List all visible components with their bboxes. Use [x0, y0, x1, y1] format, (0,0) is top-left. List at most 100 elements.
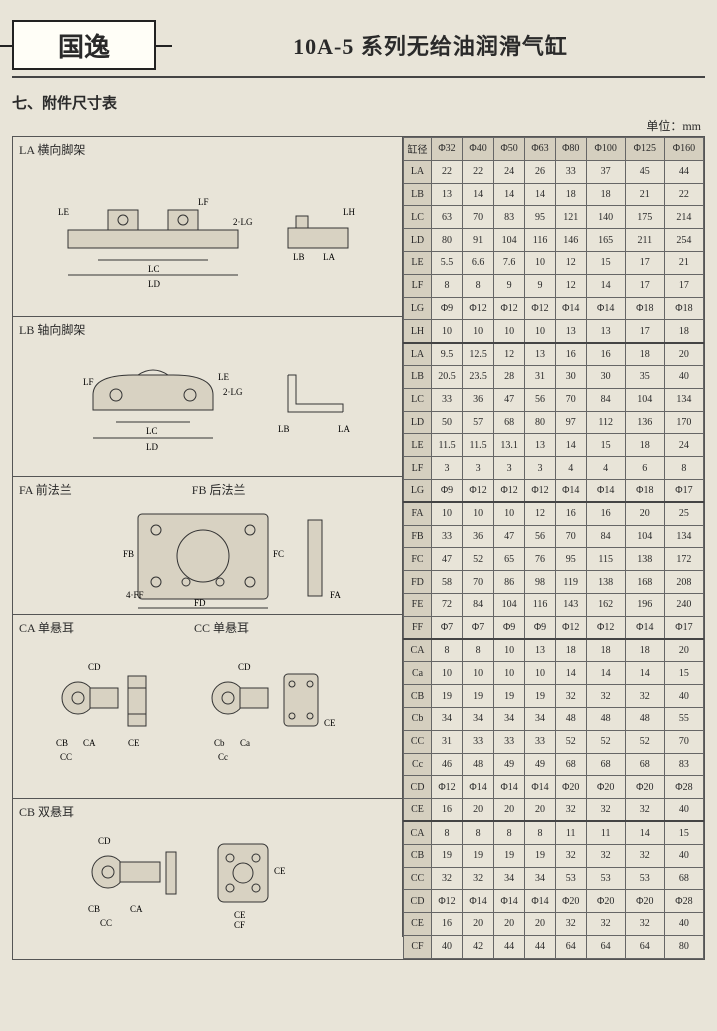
table-row: CE1620202032323240 — [404, 913, 704, 936]
dimension-value: 32 — [625, 685, 664, 708]
dimension-value: 28 — [494, 365, 525, 388]
dimension-value: 11.5 — [463, 434, 494, 457]
dimension-value: Φ20 — [625, 890, 664, 913]
dimension-value: 70 — [555, 525, 586, 548]
dimension-value: 98 — [525, 571, 556, 594]
bore-size-header: Φ63 — [525, 138, 556, 161]
dimension-value: 70 — [555, 388, 586, 411]
dimension-value: 19 — [463, 844, 494, 867]
dimension-value: 33 — [525, 730, 556, 753]
bore-size-header: Φ80 — [555, 138, 586, 161]
dimension-value: 10 — [494, 320, 525, 343]
dimension-value: 16 — [586, 343, 625, 366]
dimension-value: 31 — [525, 365, 556, 388]
dimension-value: 32 — [463, 867, 494, 890]
dimension-value: 211 — [625, 229, 664, 252]
dimension-value: 64 — [555, 935, 586, 958]
page-title: 10A-5 系列无给油润滑气缸 — [156, 29, 705, 61]
diagram-single-clevis: CD CBCA CC CE CD CbCa Cc CE — [28, 640, 388, 780]
dimension-value: 10 — [463, 502, 494, 525]
dimension-value: 10 — [494, 502, 525, 525]
dimension-value: 48 — [463, 753, 494, 776]
dimension-value: Φ9 — [494, 616, 525, 639]
dimension-value: 18 — [586, 183, 625, 206]
table-row: LH1010101013131718 — [404, 320, 704, 343]
table-row: FE7284104116143162196240 — [404, 593, 704, 616]
bore-size-header: Φ40 — [463, 138, 494, 161]
param-label: CB — [404, 844, 432, 867]
dimension-value: Φ9 — [432, 479, 463, 502]
dimension-value: Φ12 — [555, 616, 586, 639]
svg-text:CE: CE — [324, 718, 336, 728]
dimension-value: Φ14 — [625, 616, 664, 639]
dimension-value: 119 — [555, 571, 586, 594]
dimension-value: 63 — [432, 206, 463, 229]
table-row: LA9.512.5121316161820 — [404, 343, 704, 366]
dimension-value: 31 — [432, 730, 463, 753]
unit-label: 单位：mm — [12, 117, 705, 134]
dimension-value: Φ7 — [432, 616, 463, 639]
table-row: CF4042444464646480 — [404, 935, 704, 958]
dimension-value: 13 — [525, 434, 556, 457]
dimension-value: 13 — [555, 320, 586, 343]
dimension-value: 15 — [664, 821, 703, 844]
dimension-value: 20 — [525, 799, 556, 822]
dimension-value: 36 — [463, 388, 494, 411]
table-row: LD5057688097112136170 — [404, 411, 704, 434]
dimension-value: 8 — [432, 821, 463, 844]
diagram-block: CB 双悬耳 CD CBCA CC CE CE CF — [13, 799, 403, 937]
dimension-value: 17 — [664, 274, 703, 297]
dimension-value: 22 — [463, 160, 494, 183]
dimension-value: 16 — [555, 343, 586, 366]
param-label: Ca — [404, 662, 432, 685]
dimension-value: 48 — [586, 707, 625, 730]
dimension-value: 13.1 — [494, 434, 525, 457]
svg-text:CD: CD — [238, 662, 251, 672]
svg-text:CF: CF — [234, 920, 245, 930]
dimension-value: 32 — [586, 913, 625, 936]
bore-size-header: Φ100 — [586, 138, 625, 161]
dimension-value: 16 — [555, 502, 586, 525]
diagram-block: LB 轴向脚架 LF LE 2·LG LC LD LBLA — [13, 317, 403, 477]
svg-text:LC: LC — [146, 426, 158, 436]
svg-text:4·FF: 4·FF — [126, 590, 144, 600]
dimension-value: Φ14 — [525, 890, 556, 913]
diagram-double-clevis: CD CBCA CC CE CE CF — [38, 822, 378, 930]
dimension-value: 30 — [555, 365, 586, 388]
dimension-value: 57 — [463, 411, 494, 434]
dimension-value: Φ14 — [555, 297, 586, 320]
table-row: LA2222242633374544 — [404, 160, 704, 183]
dimension-value: 208 — [664, 571, 703, 594]
dimension-value: Φ14 — [463, 776, 494, 799]
param-label: LA — [404, 343, 432, 366]
dimension-value: 240 — [664, 593, 703, 616]
dimension-value: 19 — [432, 844, 463, 867]
dimension-value: 34 — [525, 707, 556, 730]
svg-text:LA: LA — [338, 424, 350, 434]
dimension-value: 115 — [586, 548, 625, 571]
dimension-value: Φ7 — [463, 616, 494, 639]
dimension-value: 20.5 — [432, 365, 463, 388]
dimension-value: 32 — [555, 913, 586, 936]
dimension-value: 3 — [525, 457, 556, 480]
dimension-value: 22 — [432, 160, 463, 183]
dimension-value: 162 — [586, 593, 625, 616]
dimension-value: 13 — [525, 639, 556, 662]
dimension-value: 37 — [586, 160, 625, 183]
dimension-value: 34 — [432, 707, 463, 730]
dimension-value: 10 — [525, 320, 556, 343]
table-row: LF889912141717 — [404, 274, 704, 297]
dimension-value: 140 — [586, 206, 625, 229]
dimension-value: 58 — [432, 571, 463, 594]
dimension-value: 104 — [494, 229, 525, 252]
diagram-label: FB 后法兰 — [192, 481, 246, 498]
table-row: CE1620202032323240 — [404, 799, 704, 822]
diagram-block: LA 横向脚架 LE LF LC LD 2·LG LH LBLA — [13, 137, 403, 317]
dimension-value: Φ12 — [463, 479, 494, 502]
param-label: FF — [404, 616, 432, 639]
dimension-value: Φ12 — [525, 479, 556, 502]
dimension-value: 13 — [586, 320, 625, 343]
diagram-la: LE LF LC LD 2·LG LH LBLA — [38, 160, 378, 290]
param-label: LG — [404, 479, 432, 502]
dimension-value: 10 — [525, 251, 556, 274]
